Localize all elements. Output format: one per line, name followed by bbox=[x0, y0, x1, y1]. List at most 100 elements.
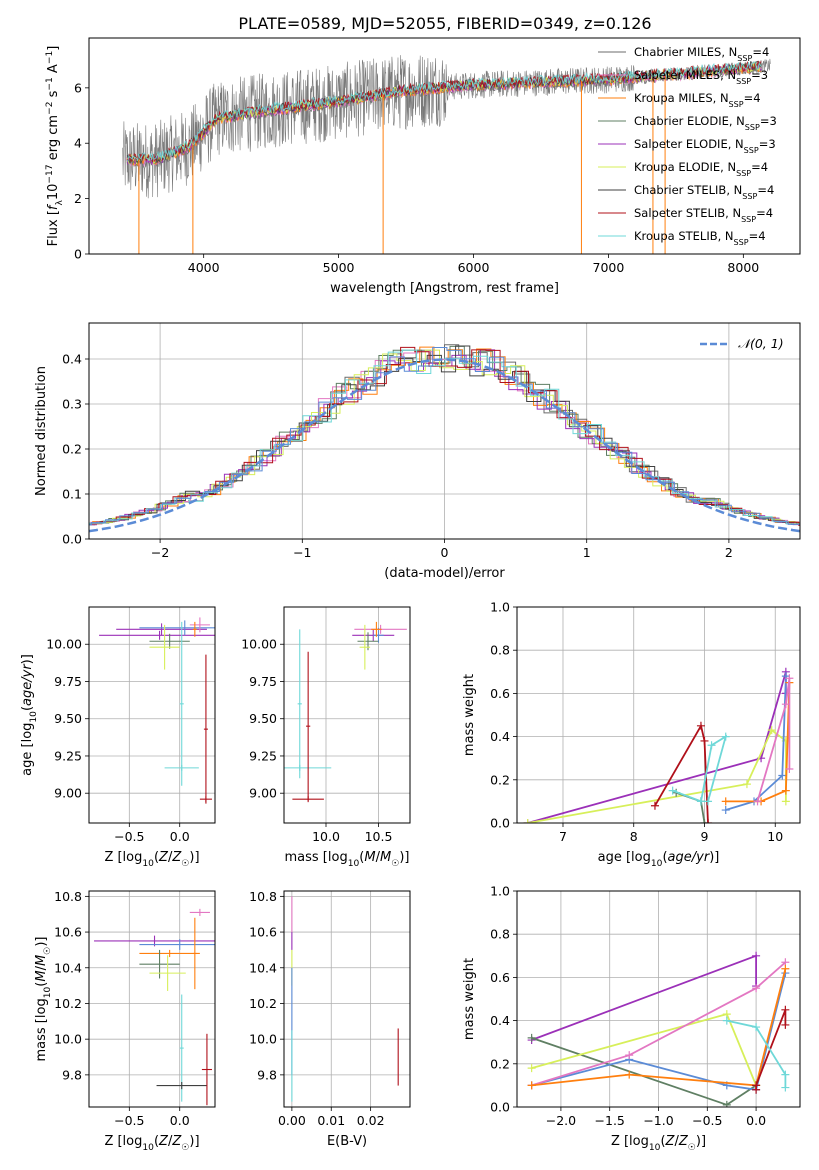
legend-entry-part: SSP bbox=[741, 215, 756, 224]
y-axis-label: mass [log10(M/M☉)] bbox=[34, 937, 53, 1062]
series-marker bbox=[785, 674, 794, 683]
x-axis-label: (data-model)/error bbox=[384, 566, 505, 581]
legend-entry-part: =4 bbox=[751, 160, 768, 174]
x-axis-label: mass [log10(M/M☉)] bbox=[285, 850, 410, 869]
legend-entry-part: SSP bbox=[742, 192, 757, 201]
y-tick-label: 9.75 bbox=[249, 674, 277, 689]
x-tick-label: 0.0 bbox=[170, 1113, 190, 1128]
y-axis-label-part: λ bbox=[55, 200, 65, 206]
x-tick-label: 6000 bbox=[458, 260, 490, 275]
x-axis-label-part: Z [log bbox=[104, 1134, 142, 1149]
series-marker bbox=[781, 786, 790, 795]
y-axis-label-part: −2 bbox=[45, 102, 55, 115]
x-axis-label-part: ( bbox=[154, 1134, 159, 1149]
x-axis-label: Z [log10(Z/Z☉)] bbox=[104, 1134, 199, 1153]
x-axis-label-part: Z bbox=[665, 1134, 676, 1149]
x-tick-label: 1 bbox=[583, 545, 591, 560]
y-tick-label: 0.8 bbox=[490, 643, 510, 658]
x-axis-label-part: ☉ bbox=[181, 1143, 189, 1153]
legend-entry: Chabrier STELIB, NSSP=4 bbox=[634, 183, 774, 201]
axes-frame bbox=[283, 890, 411, 1108]
y-axis-label-part: )] bbox=[20, 654, 35, 664]
y-axis-label-part: 10 bbox=[29, 711, 39, 723]
plot-area-age_vs_mass bbox=[284, 621, 407, 803]
y-tick-label: 9.00 bbox=[54, 786, 82, 801]
legend-entry: Salpeter STELIB, NSSP=4 bbox=[634, 206, 773, 224]
series-line bbox=[726, 1019, 787, 1088]
plot-area-mass_vs_Z bbox=[94, 908, 215, 1106]
legend-entry-part: =3 bbox=[759, 137, 776, 151]
axes-frame bbox=[88, 606, 216, 824]
x-tick-label: 5000 bbox=[323, 260, 355, 275]
x-tick-label: 0 bbox=[441, 545, 449, 560]
y-axis-label-part: f bbox=[46, 203, 61, 210]
plot-area-mass_vs_EBV bbox=[291, 896, 399, 1102]
y-tick-label: 0.4 bbox=[490, 729, 510, 744]
x-axis-label-part: ( bbox=[154, 850, 159, 865]
series-marker bbox=[767, 726, 776, 735]
legend-entry: Kroupa ELODIE, NSSP=4 bbox=[634, 160, 768, 178]
series-marker bbox=[781, 1020, 790, 1029]
axes-frame bbox=[88, 322, 801, 540]
y-axis-label-part: −1 bbox=[45, 51, 55, 64]
series-marker bbox=[527, 1064, 536, 1073]
y-axis-label-part: Flux [ bbox=[46, 210, 61, 246]
y-tick-label: 10.0 bbox=[54, 1032, 82, 1047]
x-axis-label-part: / bbox=[168, 850, 173, 865]
x-axis-label-part: / bbox=[376, 850, 381, 865]
x-tick-label: 7000 bbox=[593, 260, 625, 275]
x-tick-label: −2.0 bbox=[546, 1113, 576, 1128]
series-marker bbox=[781, 700, 790, 709]
legend-entry: Chabrier ELODIE, NSSP=3 bbox=[634, 114, 777, 132]
x-tick-label: −1.5 bbox=[595, 1113, 625, 1128]
y-tick-label: 0.3 bbox=[62, 397, 82, 412]
series-marker bbox=[721, 806, 730, 815]
y-tick-label: 0 bbox=[74, 247, 82, 262]
legend-entry-part: =4 bbox=[756, 206, 773, 220]
x-axis-label-part: ☉ bbox=[181, 859, 189, 869]
y-axis-label: Normed distribution bbox=[34, 366, 49, 496]
panels: 4000 5000 6000 7000 8000 0 2 4 6 wavelength [Angs… bbox=[20, 37, 801, 1153]
y-tick-label: 0.2 bbox=[490, 772, 510, 787]
y-axis-label-part: erg cm bbox=[46, 115, 61, 164]
x-axis-label-part: age [log bbox=[598, 850, 651, 865]
series-marker bbox=[721, 797, 730, 806]
x-axis-label-part: ( bbox=[359, 850, 364, 865]
series-line bbox=[527, 728, 787, 823]
legend-entry-part: Salpeter MILES, N bbox=[634, 68, 736, 82]
series-marker bbox=[696, 721, 705, 730]
x-axis-label-part: / bbox=[674, 1134, 679, 1149]
series-line bbox=[531, 961, 786, 1087]
series-marker bbox=[752, 1023, 761, 1032]
x-tick-label: −0.5 bbox=[114, 1113, 144, 1128]
plot-area-mass_weight_vs_Z bbox=[527, 951, 790, 1107]
series-marker bbox=[700, 736, 709, 745]
legend-entry-part: =4 bbox=[749, 229, 766, 243]
series-marker bbox=[523, 819, 532, 823]
series-marker bbox=[781, 1083, 790, 1092]
legend-entry: Salpeter MILES, NSSP=3 bbox=[634, 68, 768, 86]
panel-residuals: −2 −1 0 1 2 0.0 0.1 0.2 0.3 0.4 (data-model)/error… bbox=[34, 322, 801, 581]
x-axis-label-part: M bbox=[380, 850, 391, 865]
y-axis-label-part: ( bbox=[34, 982, 49, 987]
x-axis-label-part: ( bbox=[660, 1134, 665, 1149]
y-tick-label: 9.50 bbox=[249, 711, 277, 726]
x-axis-label-part: 10 bbox=[649, 1143, 661, 1153]
axes-frame bbox=[88, 890, 216, 1108]
y-tick-label: 0.6 bbox=[490, 686, 510, 701]
y-tick-label: 0.0 bbox=[62, 532, 82, 547]
legend-entry-part: Salpeter STELIB, N bbox=[634, 206, 741, 220]
series-line bbox=[756, 678, 791, 802]
x-tick-label: 7 bbox=[559, 829, 567, 844]
residual-histogram bbox=[89, 346, 800, 526]
series-marker bbox=[704, 797, 713, 806]
y-axis-label-part: −1 bbox=[45, 77, 55, 90]
axes-frame bbox=[283, 606, 411, 824]
x-axis-label-part: ☉ bbox=[391, 859, 399, 869]
y-tick-label: 0.6 bbox=[490, 970, 510, 985]
x-tick-label: 9 bbox=[701, 829, 709, 844]
series-marker bbox=[625, 1070, 634, 1079]
y-tick-label: 0.0 bbox=[490, 816, 510, 831]
x-axis-label: Z [log10(Z/Z☉)] bbox=[611, 1134, 706, 1153]
